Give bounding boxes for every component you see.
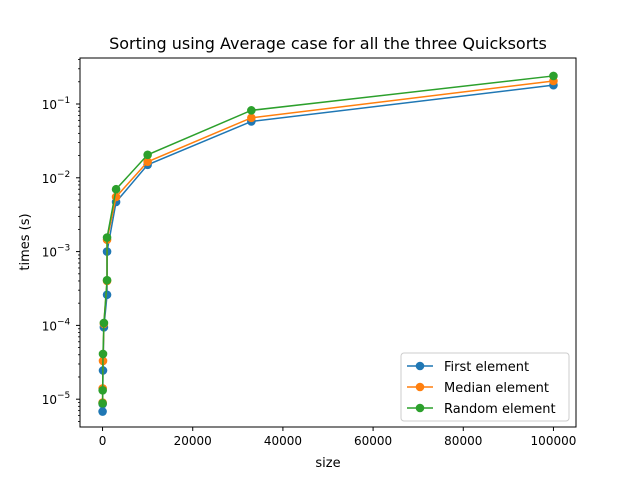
data-point xyxy=(102,275,112,285)
tick-layer: 0 20000 40000 60000 80000 100000 10−5 10−4 10−3 1… xyxy=(42,59,577,448)
x-tick-label: 0 xyxy=(99,434,107,448)
series-random-element xyxy=(98,71,558,408)
data-point xyxy=(111,192,121,202)
data-point xyxy=(98,386,107,395)
legend-swatch-marker xyxy=(415,403,425,413)
data-point xyxy=(98,407,107,416)
legend-label: Random element xyxy=(444,402,556,417)
series-line xyxy=(101,75,554,404)
data-point xyxy=(98,398,107,408)
x-tick-label: 80000 xyxy=(444,434,482,448)
legend-entry: Random element xyxy=(407,402,556,417)
y-tick-label: 10−5 xyxy=(42,391,71,407)
data-point xyxy=(247,113,256,123)
legend-box xyxy=(400,352,570,422)
data-point xyxy=(111,184,121,194)
x-tick-label: 60000 xyxy=(354,434,392,448)
x-axis-label: size xyxy=(315,456,340,471)
data-point xyxy=(102,233,112,242)
x-tick-label: 20000 xyxy=(174,434,212,448)
legend-entry: Median element xyxy=(407,381,549,396)
y-tick-label: 10−3 xyxy=(42,244,71,260)
y-tick-label: 10−4 xyxy=(42,317,71,333)
y-axis-label: times (s) xyxy=(18,213,33,270)
legend: First element Median element Random elemen… xyxy=(400,352,570,422)
legend-swatch-marker xyxy=(415,361,425,371)
data-point xyxy=(549,71,558,81)
legend-swatch-marker xyxy=(415,382,425,392)
series-layer xyxy=(98,71,558,416)
x-tick-label: 100000 xyxy=(531,434,577,448)
data-point xyxy=(99,318,109,328)
plot-frame xyxy=(79,57,577,428)
x-tick-label: 40000 xyxy=(264,434,302,448)
legend-label: Median element xyxy=(444,381,549,396)
data-point xyxy=(247,106,256,115)
y-tick-label: 10−2 xyxy=(42,170,71,186)
data-point xyxy=(102,290,112,300)
chart-title: Sorting using Average case for all the t… xyxy=(109,34,547,53)
data-point xyxy=(143,157,152,167)
data-point xyxy=(143,150,152,160)
y-tick-label: 10−1 xyxy=(42,96,71,112)
legend-entry: First element xyxy=(407,360,529,375)
data-point xyxy=(98,349,108,359)
legend-label: First element xyxy=(444,360,529,375)
